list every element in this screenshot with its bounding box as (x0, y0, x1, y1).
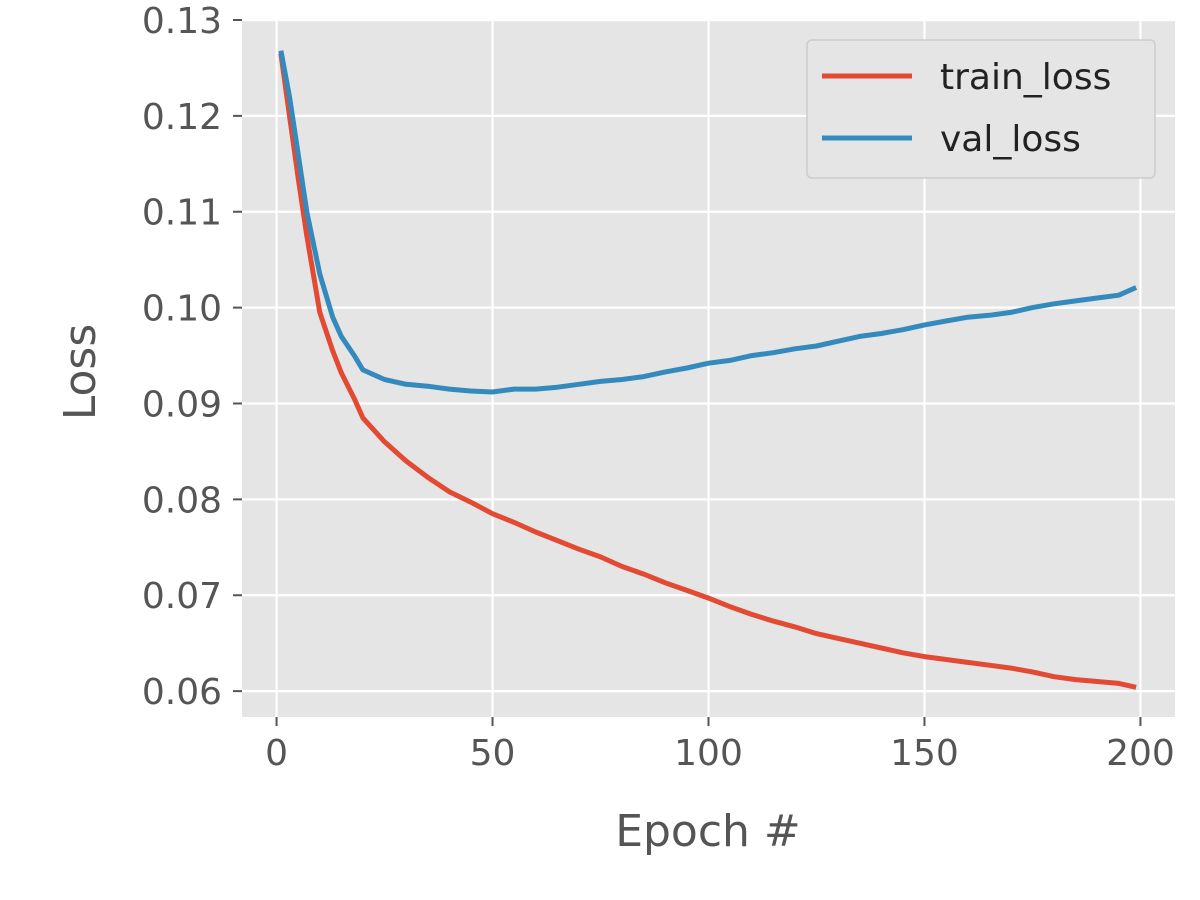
legend-label-val: val_loss (940, 119, 1081, 160)
y-tick-label: 0.12 (142, 97, 222, 138)
series-line-val-loss (278, 50, 1138, 395)
y-tick-label: 0.09 (142, 384, 222, 425)
y-tick-label: 0.11 (142, 193, 222, 234)
x-tick-label: 50 (470, 733, 516, 774)
y-tick-label: 0.08 (142, 480, 222, 521)
x-axis-label: Epoch # (615, 806, 801, 857)
y-axis-label: Loss (55, 324, 106, 421)
y-tick-label: 0.13 (142, 1, 222, 42)
x-tick-label: 100 (674, 733, 743, 774)
x-tick-label: 0 (265, 733, 288, 774)
x-tick-label: 150 (890, 733, 959, 774)
series-line-train-loss (278, 53, 1137, 690)
y-tick-label: 0.07 (142, 576, 222, 617)
y-tick-label: 0.06 (142, 672, 222, 713)
axis-ticks: 0 50 100 150 200 0.06 0.07 0.08 0.09 0.10 0.11 0.12… (142, 1, 1175, 774)
grid-lines (242, 18, 1175, 717)
legend-label-train: train_loss (940, 57, 1111, 98)
x-tick-label: 200 (1106, 733, 1175, 774)
series-layer (278, 50, 1138, 690)
legend: train_loss val_loss (806, 39, 1156, 179)
y-tick-label: 0.10 (142, 289, 222, 330)
